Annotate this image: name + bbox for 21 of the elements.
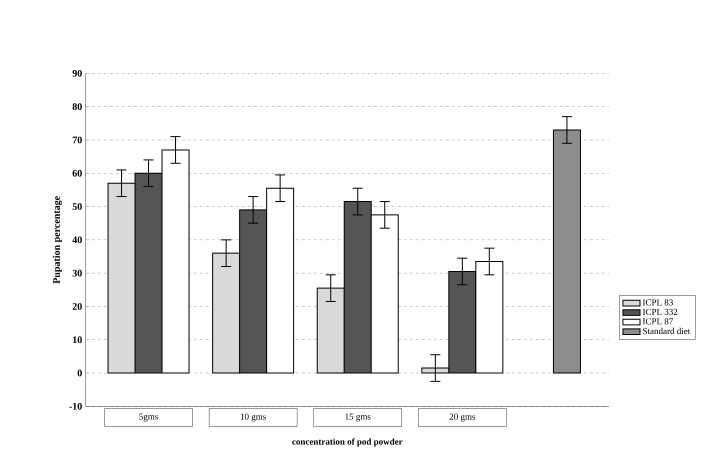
- y-tick-label: 40: [72, 236, 82, 244]
- y-tick-label: 80: [72, 103, 82, 110]
- y-tick-label: 0: [78, 370, 82, 376]
- x-axis-title: concentration of pod powder: [292, 438, 402, 447]
- y-tick-label: 20: [72, 303, 82, 310]
- y-tick-label: 90: [72, 70, 82, 77]
- y-tick-label: -10: [69, 403, 82, 410]
- y-tick-label: 30: [72, 270, 82, 277]
- x-tick-label: 20 gms: [450, 414, 476, 422]
- y-tick-label: 10: [73, 336, 82, 344]
- x-tick-label: 10 gms: [240, 414, 266, 422]
- legend-label: ICPL 87: [642, 318, 673, 324]
- y-tick-label: 50: [72, 203, 82, 210]
- y-axis-title: Pupation percentage: [52, 196, 62, 284]
- legend-label: Standard diet: [643, 328, 690, 334]
- y-tick-label: 60: [72, 170, 82, 177]
- legend-label: ICPL 83: [642, 299, 673, 306]
- x-tick-label: 15 gms: [345, 414, 371, 422]
- legend-label: ICPL 332: [642, 308, 678, 315]
- x-tick-label: 5gms: [139, 414, 158, 422]
- y-tick-label: 70: [72, 136, 82, 144]
